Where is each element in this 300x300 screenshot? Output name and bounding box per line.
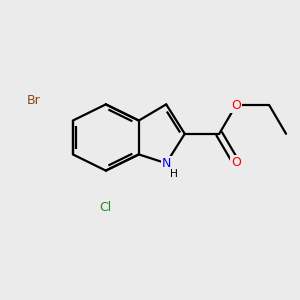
- Text: Cl: Cl: [100, 201, 112, 214]
- Text: H: H: [170, 169, 178, 179]
- Text: O: O: [231, 156, 241, 169]
- Text: N: N: [161, 157, 171, 170]
- Text: O: O: [231, 99, 241, 112]
- Text: Br: Br: [27, 94, 40, 107]
